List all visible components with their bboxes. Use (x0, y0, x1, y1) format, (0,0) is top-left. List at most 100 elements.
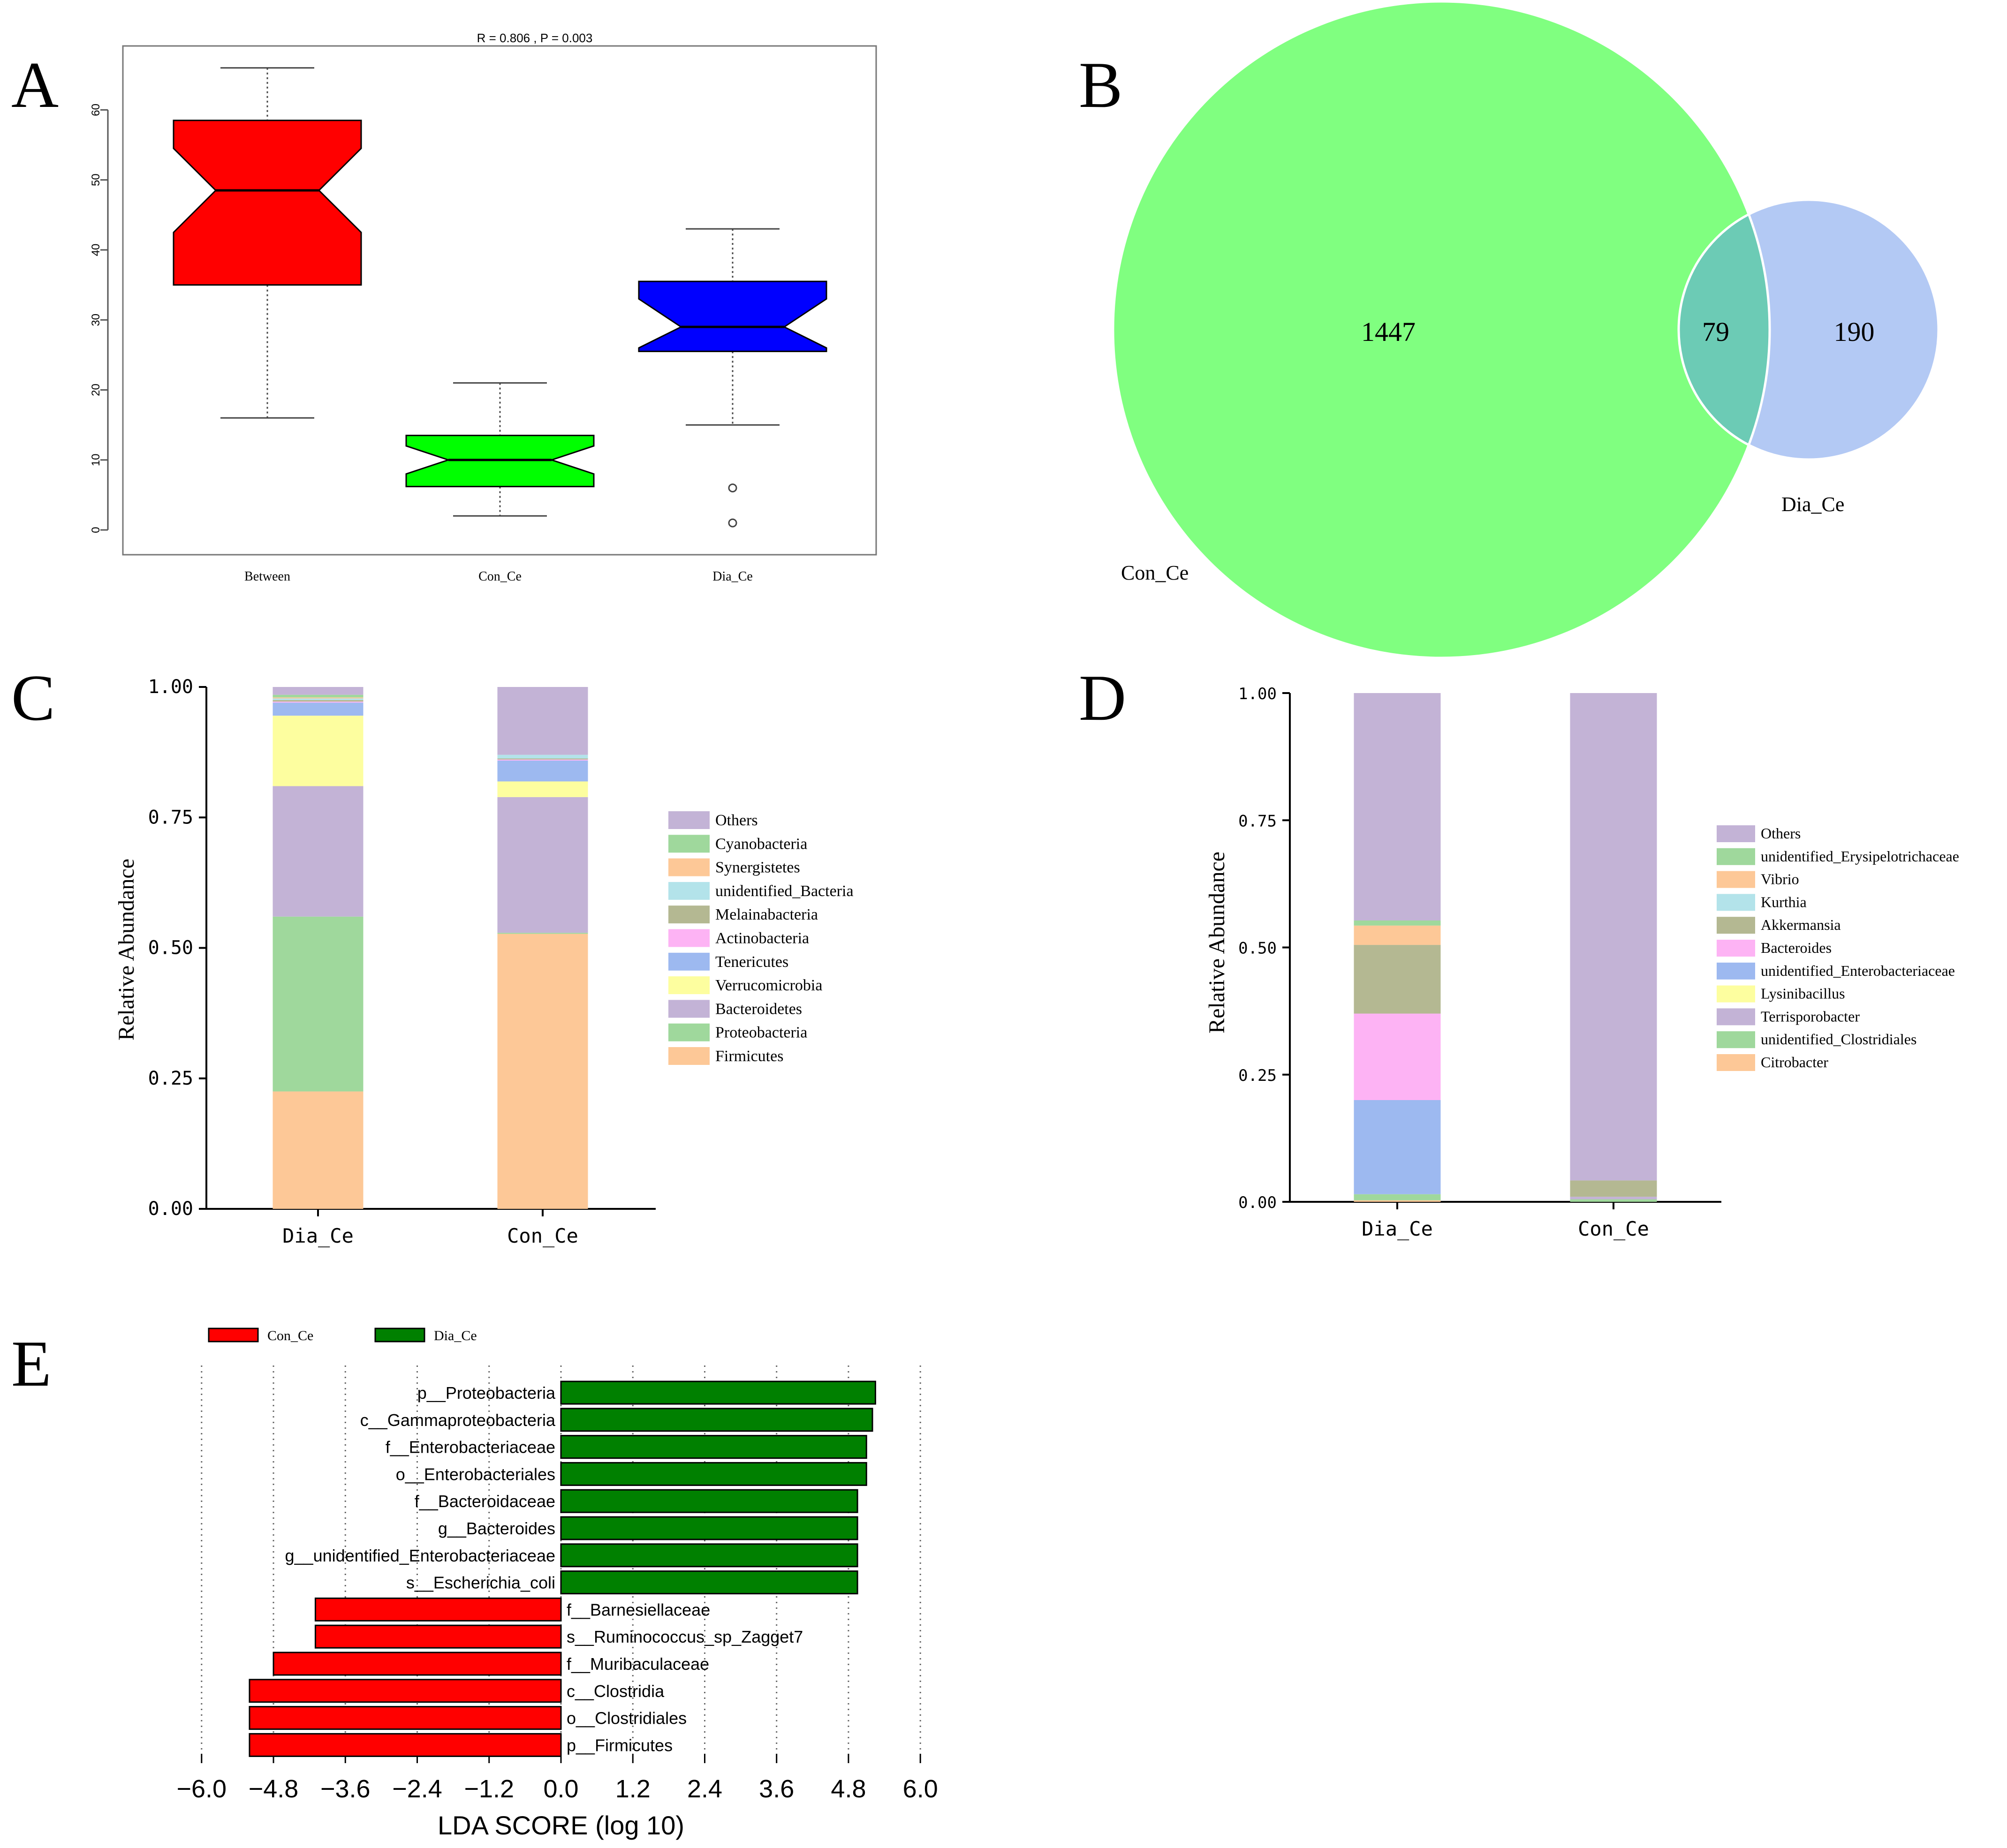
D-legend-swatch-bacteroides (1717, 940, 1755, 957)
D-bar-segment-dia-ce-unidentified-clostridiales (1354, 1194, 1441, 1200)
panel-e-lefse: Con_Ce Dia_Ce −6.0 −4.8 −3.6 −2.4 −1.2 0.0 1.2… (176, 1328, 938, 1840)
venn-count-overlap: 79 (1702, 317, 1729, 347)
panel-c-phylum-stacked-bar: Relative Abundance 0.00 0.25 0.50 0.75 1.00 D… (114, 676, 854, 1247)
C-legend-label-verrucomicrobia: Verrucomicrobia (715, 977, 822, 994)
panel-letter-d: D (1079, 662, 1126, 734)
panel-letter-a: A (11, 49, 59, 121)
boxplot-x-label-between: Between (244, 569, 290, 584)
lda-bar-s-escherichia-coli (560, 1570, 858, 1595)
lda-bar-label-f-bacteroidaceae: f__Bacteroidaceae (415, 1492, 555, 1511)
C-bar-segment-dia-ce-synergistetes (273, 697, 364, 699)
C-bar-segment-dia-ce-firmicutes (273, 1091, 364, 1209)
boxplot-x-label-dia-ce: Dia_Ce (712, 569, 753, 584)
lda-bar-g-unidentified-enterobacteriaceae (560, 1543, 858, 1568)
lda-bar-label-f-barnesiellaceae: f__Barnesiellaceae (567, 1600, 710, 1619)
C-legend-label-proteobacteria: Proteobacteria (715, 1024, 807, 1041)
D-y-tick-label: 0.00 (1238, 1193, 1277, 1212)
D-legend-label-bacteroides: Bacteroides (1761, 939, 1832, 956)
box-dia-ce (638, 228, 827, 528)
D-legend-swatch-kurthia (1717, 894, 1755, 911)
boxplot-x-label-con-ce: Con_Ce (478, 569, 522, 584)
D-bar-segment-dia-ce-unidentified-enterobacteriaceae (1354, 1100, 1441, 1194)
boxplot-y-tick-label: 10 (90, 453, 102, 466)
boxplot-y-tick-label: 60 (90, 104, 102, 116)
lda-bar-c-gammaproteobacteria (560, 1408, 873, 1432)
C-legend-label-synergistetes: Synergistetes (715, 859, 800, 876)
legend-swatch-dia-ce (374, 1328, 425, 1343)
C-bar-segment-con-ce-actinobacteria (497, 759, 588, 761)
D-legend-label-vibrio: Vibrio (1761, 871, 1799, 888)
C-bar-segment-con-ce-unidentified-bacteria (497, 754, 588, 759)
lda-bar-g-bacteroides (560, 1516, 858, 1540)
C-bar-segment-dia-ce-tenericutes (273, 702, 364, 716)
box-outlier (728, 518, 737, 528)
C-legend-label-unidentified-bacteria: unidentified_Bacteria (715, 883, 854, 900)
lda-x-tick-label: 0.0 (543, 1775, 578, 1803)
legend-swatch-con-ce (208, 1328, 259, 1343)
C-legend-label-firmicutes: Firmicutes (715, 1048, 783, 1065)
boxplot-y-tick-label: 0 (90, 527, 102, 533)
panel-c-y-label: Relative Abundance (114, 859, 139, 1041)
D-legend-swatch-unidentified-erysipelotrichaceae (1717, 848, 1755, 865)
lda-bar-label-p-firmicutes: p__Firmicutes (567, 1735, 673, 1755)
C-bar-segment-dia-ce-melainabacteria (273, 700, 364, 702)
lda-x-tick-label: −2.4 (392, 1775, 442, 1803)
lda-x-tick-label: 6.0 (903, 1775, 938, 1803)
lda-bar-c-clostridia (249, 1679, 562, 1703)
D-bar-segment-con-ce-unidentified-clostridiales (1570, 1199, 1657, 1202)
lda-bar-f-enterobacteriaceae (560, 1435, 867, 1459)
lda-bar-label-c-gammaproteobacteria: c__Gammaproteobacteria (360, 1411, 556, 1430)
panel-letter-c: C (11, 662, 55, 734)
lda-bar-label-g-bacteroides: g__Bacteroides (438, 1519, 555, 1538)
D-legend-swatch-citrobacter (1717, 1054, 1755, 1071)
D-legend-label-kurthia: Kurthia (1761, 893, 1807, 910)
C-y-tick-label: 0.75 (148, 807, 193, 828)
C-legend-swatch-unidentified-bacteria (668, 882, 710, 900)
C-bar-segment-dia-ce-proteobacteria (273, 916, 364, 1092)
C-y-tick-label: 1.00 (148, 676, 193, 698)
boxplot-y-tick-label: 40 (90, 244, 102, 256)
D-legend-label-lysinibacillus: Lysinibacillus (1761, 985, 1845, 1002)
legend-label-con-ce: Con_Ce (267, 1328, 313, 1343)
lda-x-tick-label: 2.4 (687, 1775, 722, 1803)
lda-x-tick-label: −4.8 (249, 1775, 299, 1803)
venn-circle-con-ce-outline (1112, 0, 1771, 659)
venn-label-con-ce: Con_Ce (1121, 561, 1189, 584)
D-bar-segment-dia-ce-citrobacter (1354, 1200, 1441, 1202)
lda-bar-p-firmicutes (249, 1733, 562, 1757)
panel-letter-b: B (1079, 49, 1122, 121)
lda-bar-label-f-muribaculaceae: f__Muribaculaceae (567, 1654, 709, 1674)
lda-x-tick-label: 4.8 (831, 1775, 866, 1803)
panel-d-y-label: Relative Abundance (1204, 852, 1229, 1033)
C-y-tick-label: 0.25 (148, 1068, 193, 1089)
C-legend-swatch-firmicutes (668, 1047, 710, 1065)
boxplot-y-axis: 0 10 20 30 40 50 60 (90, 104, 109, 533)
panel-d-legend: Others unidentified_Erysipelotrichaceae Vi… (1717, 825, 1959, 1071)
C-legend-swatch-tenericutes (668, 952, 710, 971)
D-x-label-dia-ce: Dia_Ce (1362, 1217, 1433, 1240)
venn-label-dia-ce: Dia_Ce (1781, 493, 1844, 516)
D-legend-swatch-unidentified-clostridiales (1717, 1031, 1755, 1048)
D-bar-segment-dia-ce-bacteroides (1354, 1013, 1441, 1100)
D-legend-label-unidentified-erysipelotrichaceae: unidentified_Erysipelotrichaceae (1761, 848, 1959, 865)
D-bar-segment-dia-ce-vibrio (1354, 925, 1441, 945)
box-body (173, 120, 362, 286)
box-between (173, 67, 362, 419)
C-legend-swatch-actinobacteria (668, 929, 710, 947)
lda-bar-label-p-proteobacteria: p__Proteobacteria (417, 1383, 556, 1403)
lda-bar-p-proteobacteria (560, 1380, 876, 1405)
box-outlier (728, 483, 737, 493)
box-con-ce (405, 382, 595, 517)
panel-d-plot: 0.00 0.25 0.50 0.75 1.00 Dia_Ce Con_Ce (1238, 685, 1721, 1240)
D-bar-segment-dia-ce-akkermansia (1354, 945, 1441, 1014)
D-legend-swatch-akkermansia (1717, 917, 1755, 934)
panel-letter-e: E (11, 1328, 52, 1400)
C-legend-swatch-others (668, 811, 710, 829)
D-bar-segment-dia-ce-others (1354, 693, 1441, 920)
boxplot-x-labels: Between Con_Ce Dia_Ce (244, 569, 753, 584)
D-legend-label-citrobacter: Citrobacter (1761, 1054, 1828, 1071)
panel-d-genus-stacked-bar: Relative Abundance 0.00 0.25 0.50 0.75 1.00 D… (1204, 685, 1959, 1240)
D-x-label-con-ce: Con_Ce (1578, 1217, 1649, 1240)
boxplot-boxes (173, 67, 827, 528)
